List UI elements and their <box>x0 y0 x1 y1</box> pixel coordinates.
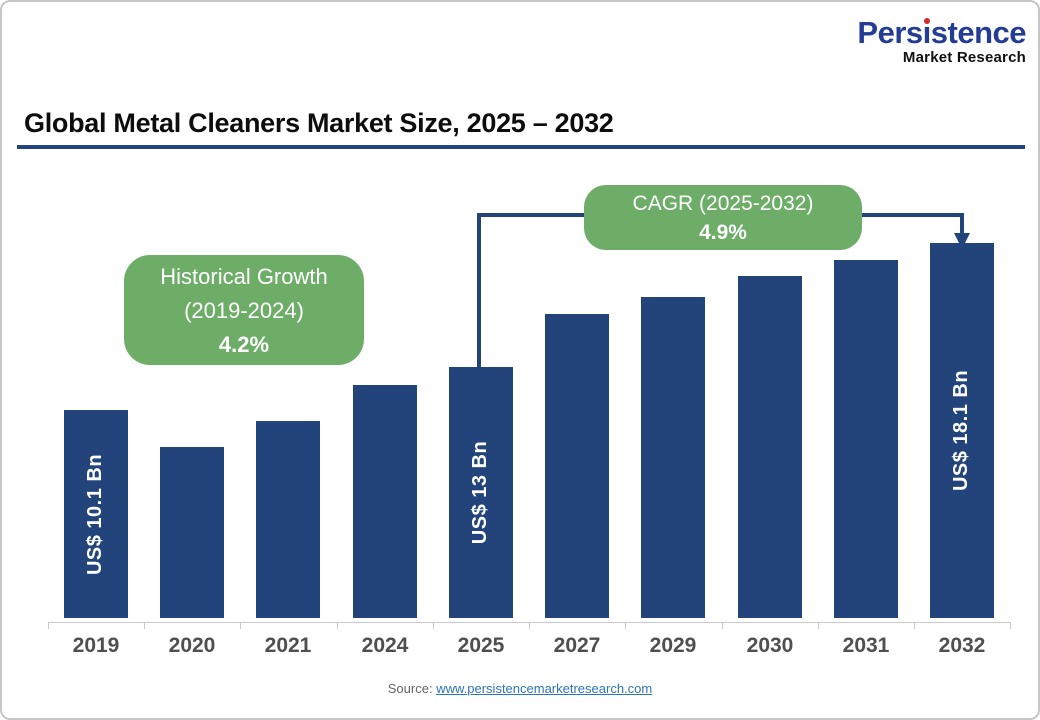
historical-growth-label: Historical Growth <box>160 264 328 289</box>
bar-value-label: US$ 10.1 Bn <box>84 453 107 575</box>
historical-growth-callout: Historical Growth (2019-2024) 4.2% <box>124 255 364 365</box>
bar-value-label: US$ 18.1 Bn <box>950 369 973 492</box>
axis-tick <box>433 622 434 629</box>
bar-2031 <box>834 260 898 618</box>
bar-2029 <box>641 297 705 618</box>
axis-tick <box>529 622 530 629</box>
x-axis-label-2024: 2024 <box>361 634 409 657</box>
axis-tick <box>722 622 723 629</box>
source-line: Source: www.persistencemarketresearch.co… <box>2 681 1038 696</box>
x-axis-label-2032: 2032 <box>938 634 986 657</box>
bar-2030 <box>738 276 802 618</box>
bar-2027 <box>545 314 609 618</box>
source-link[interactable]: www.persistencemarketresearch.com <box>436 681 653 696</box>
bar-2032: US$ 18.1 Bn <box>930 243 994 618</box>
axis-tick <box>625 622 626 629</box>
axis-tick <box>914 622 915 629</box>
axis-tick <box>240 622 241 629</box>
x-axis-label-2021: 2021 <box>264 634 312 657</box>
cagr-callout: CAGR (2025-2032) 4.9% <box>584 185 862 250</box>
axis-tick <box>337 622 338 629</box>
bar-2020 <box>160 447 224 618</box>
bar-2021 <box>256 421 320 618</box>
x-axis-label-2025: 2025 <box>457 634 505 657</box>
cagr-value: 4.9% <box>699 221 747 244</box>
axis-tick <box>144 622 145 629</box>
bar-value-label: US$ 13 Bn <box>469 440 492 545</box>
x-axis-label-2019: 2019 <box>72 634 120 657</box>
axis-tick <box>1010 622 1011 629</box>
x-axis-label-2031: 2031 <box>842 634 890 657</box>
page-title: Global Metal Cleaners Market Size, 2025 … <box>24 108 614 138</box>
axis-tick <box>48 622 49 629</box>
brand-logo: Persı stence Market Research <box>857 17 1026 65</box>
brand-name: Persı stence <box>857 15 1026 50</box>
axis-tick <box>818 622 819 629</box>
historical-growth-period: (2019-2024) <box>184 298 304 323</box>
brand-subtitle: Market Research <box>902 49 1026 66</box>
logo-i-dot-icon <box>923 18 930 24</box>
x-axis-label-2029: 2029 <box>649 634 697 657</box>
bar-2024 <box>353 385 417 618</box>
cagr-label: CAGR (2025-2032) <box>632 192 814 215</box>
title-underline <box>17 145 1025 149</box>
bar-2019: US$ 10.1 Bn <box>64 410 128 618</box>
x-axis-label-2020: 2020 <box>168 634 216 657</box>
bar-2025: US$ 13 Bn <box>449 367 513 618</box>
x-axis-label-2030: 2030 <box>746 634 794 657</box>
source-label: Source: <box>387 681 433 696</box>
historical-growth-value: 4.2% <box>218 332 270 357</box>
x-axis-label-2027: 2027 <box>553 634 601 657</box>
